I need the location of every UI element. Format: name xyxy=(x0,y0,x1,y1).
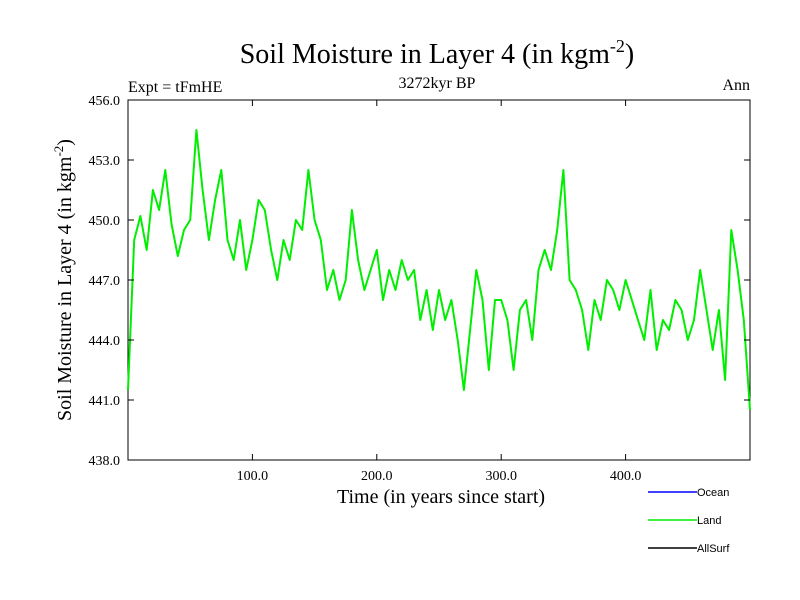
chart-title: Soil Moisture in Layer 4 (in kgm-2) xyxy=(240,36,635,70)
series-line-land xyxy=(127,129,751,411)
y-tick-label: 453.0 xyxy=(89,154,121,169)
subtitle-center: 3272kyr BP xyxy=(399,75,476,92)
y-axis-ticks: 438.0 441.0 444.0 447.0 450.0 453.0 456.0 xyxy=(89,94,750,469)
x-tick-label: 200.0 xyxy=(361,469,393,484)
x-axis-ticks: 100.0 200.0 300.0 400.0 xyxy=(237,100,642,484)
y-axis-label: Soil Moisture in Layer 4 (in kgm-2) xyxy=(51,139,76,421)
x-tick-label: 300.0 xyxy=(485,469,517,484)
y-tick-label: 438.0 xyxy=(89,454,121,469)
legend-label-ocean: Ocean xyxy=(697,487,729,499)
legend-label-land: Land xyxy=(697,515,721,527)
y-tick-label: 441.0 xyxy=(89,394,121,409)
subtitle-left: Expt = tFmHE xyxy=(128,79,222,96)
x-tick-label: 100.0 xyxy=(237,469,269,484)
y-tick-label: 456.0 xyxy=(89,94,121,109)
y-tick-label: 450.0 xyxy=(89,214,121,229)
subtitle-right: Ann xyxy=(722,77,750,94)
legend-label-allsurf: AllSurf xyxy=(697,543,730,555)
y-tick-label: 444.0 xyxy=(89,334,121,349)
x-tick-label: 400.0 xyxy=(610,469,642,484)
series-layer xyxy=(127,129,751,411)
plot-frame xyxy=(127,99,751,461)
x-axis-label: Time (in years since start) xyxy=(337,486,545,508)
legend: Ocean Land AllSurf xyxy=(648,487,730,555)
y-tick-label: 447.0 xyxy=(89,274,121,289)
